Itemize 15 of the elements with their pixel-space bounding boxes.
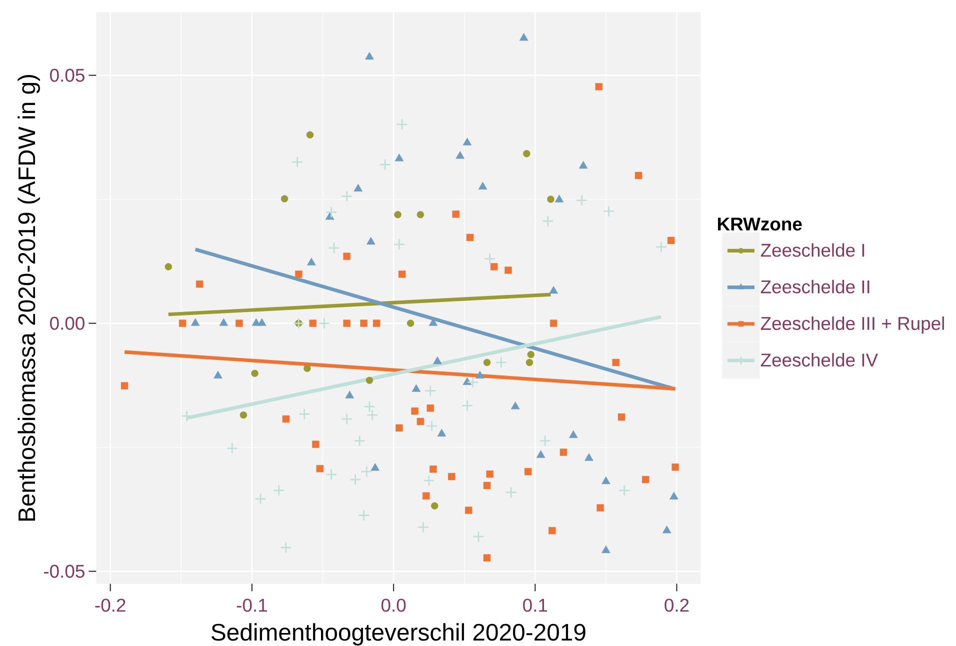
- y-tick-label: 0.05: [50, 68, 84, 82]
- x-tick-label: 0.2: [664, 598, 689, 612]
- x-tick-label: -0.2: [95, 598, 126, 612]
- y-axis-title: Benthosbiomassa 2020-2019 (AFDW in g): [18, 74, 40, 521]
- x-tick-label: -0.1: [236, 598, 267, 612]
- x-tick-label: 0.1: [523, 598, 548, 612]
- x-axis-title: Sedimenthoogteverschil 2020-2019: [211, 623, 586, 646]
- y-tick-label: 0.00: [50, 316, 84, 330]
- x-tick-label: 0.0: [381, 598, 406, 612]
- legend-title: KRWzone: [718, 218, 802, 231]
- legend-label: Zeeschelde IV: [760, 353, 878, 367]
- y-tick-label: -0.05: [44, 564, 84, 578]
- legend-label: Zeeschelde III + Rupel: [760, 316, 944, 334]
- legend-label: Zeeschelde II: [760, 280, 870, 294]
- legend-label: Zeeschelde I: [760, 243, 864, 257]
